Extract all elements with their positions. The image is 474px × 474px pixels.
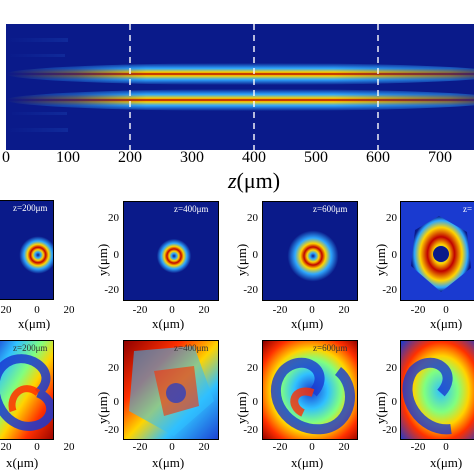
y-tick: 0 — [113, 396, 120, 408]
x-tick: 0 — [309, 304, 315, 316]
x-tick: 0 — [309, 441, 315, 453]
top-x-tick: 100 — [56, 149, 80, 166]
top-x-tick: 200 — [118, 149, 142, 166]
y-tick: -20 — [382, 284, 397, 296]
intensity-panel-2: z=400μm — [123, 201, 219, 301]
x-tick: 20 — [198, 304, 210, 316]
phase-panel-2: z=400μm — [123, 340, 219, 440]
x-axis-label: x(μm) — [291, 455, 324, 470]
z-label: z=600μm — [313, 343, 348, 353]
y-tick: 20 — [247, 362, 258, 374]
y-axis-label: y(μm) — [373, 391, 388, 424]
y-tick: 0 — [252, 396, 259, 408]
x-tick: -20 — [272, 304, 288, 316]
phase-panel-3: z=600μm — [262, 340, 358, 440]
top-x-tick: 700 — [428, 149, 452, 166]
y-axis-label: y(μm) — [95, 391, 110, 424]
propagation-plot — [6, 24, 474, 150]
y-tick: 20 — [386, 212, 397, 224]
intensity-panel-3: z=600μm — [262, 201, 358, 301]
x-axis-label: x(μm) — [430, 316, 463, 331]
x-tick: -20 — [272, 441, 288, 453]
x-tick: 0 — [34, 441, 40, 453]
top-x-axis-unit: (μm) — [236, 168, 281, 193]
x-tick: -20 — [410, 441, 426, 453]
z-label: z=200μm — [13, 343, 48, 353]
x-axis-label: x(μm) — [152, 455, 185, 470]
y-tick: -20 — [382, 424, 397, 436]
intensity-panel-4: z= — [400, 201, 474, 301]
x-axis-label: x(μm) — [152, 316, 185, 331]
z-label: z=200μm — [13, 203, 48, 213]
x-tick: 20 — [198, 441, 210, 453]
x-axis-label: x(μm) — [18, 316, 51, 331]
y-tick: 20 — [386, 362, 397, 374]
y-tick: -20 — [104, 284, 119, 296]
y-tick: 20 — [108, 212, 119, 224]
y-tick: 20 — [247, 212, 258, 224]
x-tick: 0 — [169, 304, 175, 316]
top-x-tick: 500 — [304, 149, 328, 166]
y-tick: 0 — [391, 396, 398, 408]
y-tick: -20 — [243, 424, 258, 436]
phase-panel-4 — [400, 340, 474, 440]
x-tick: 20 — [0, 304, 12, 316]
propagation-image — [6, 24, 474, 150]
top-x-axis-var: z — [227, 168, 237, 193]
y-tick: 0 — [391, 249, 398, 261]
top-x-axis-label: z(μm) — [228, 168, 280, 194]
y-axis-label: y(μm) — [373, 243, 388, 276]
y-axis-label: y(μm) — [234, 391, 249, 424]
top-x-tick: 600 — [366, 149, 390, 166]
top-x-tick: 300 — [180, 149, 204, 166]
y-axis-label: y(μm) — [234, 243, 249, 276]
x-tick: 0 — [443, 304, 449, 316]
y-tick: -20 — [104, 424, 119, 436]
x-axis-label: x(μm) — [291, 316, 324, 331]
x-tick: -20 — [410, 304, 426, 316]
intensity-panel-1: z=200μm — [0, 200, 54, 300]
z-label: z=600μm — [313, 204, 348, 214]
x-tick: 20 — [0, 441, 12, 453]
z-label: z=400μm — [174, 204, 209, 214]
y-tick: 20 — [108, 362, 119, 374]
y-axis-label: y(μm) — [95, 243, 110, 276]
x-tick: 20 — [338, 304, 350, 316]
x-tick: 0 — [34, 304, 40, 316]
x-tick: 20 — [63, 441, 75, 453]
top-x-tick: 400 — [242, 149, 266, 166]
x-axis-label: x(μm) — [430, 455, 463, 470]
x-tick: 20 — [63, 304, 75, 316]
x-axis-label: x(μm) — [6, 455, 39, 470]
x-tick: 0 — [169, 441, 175, 453]
z-label: z= — [463, 204, 473, 214]
phase-panel-1: z=200μm — [0, 340, 54, 440]
z-label: z=400μm — [174, 343, 209, 353]
y-tick: -20 — [243, 284, 258, 296]
x-tick: 0 — [443, 441, 449, 453]
y-tick: 0 — [252, 249, 259, 261]
y-tick: 0 — [113, 249, 120, 261]
top-x-tick: 0 — [2, 149, 10, 166]
x-tick: -20 — [132, 441, 148, 453]
x-tick: 20 — [338, 441, 350, 453]
x-tick: -20 — [132, 304, 148, 316]
